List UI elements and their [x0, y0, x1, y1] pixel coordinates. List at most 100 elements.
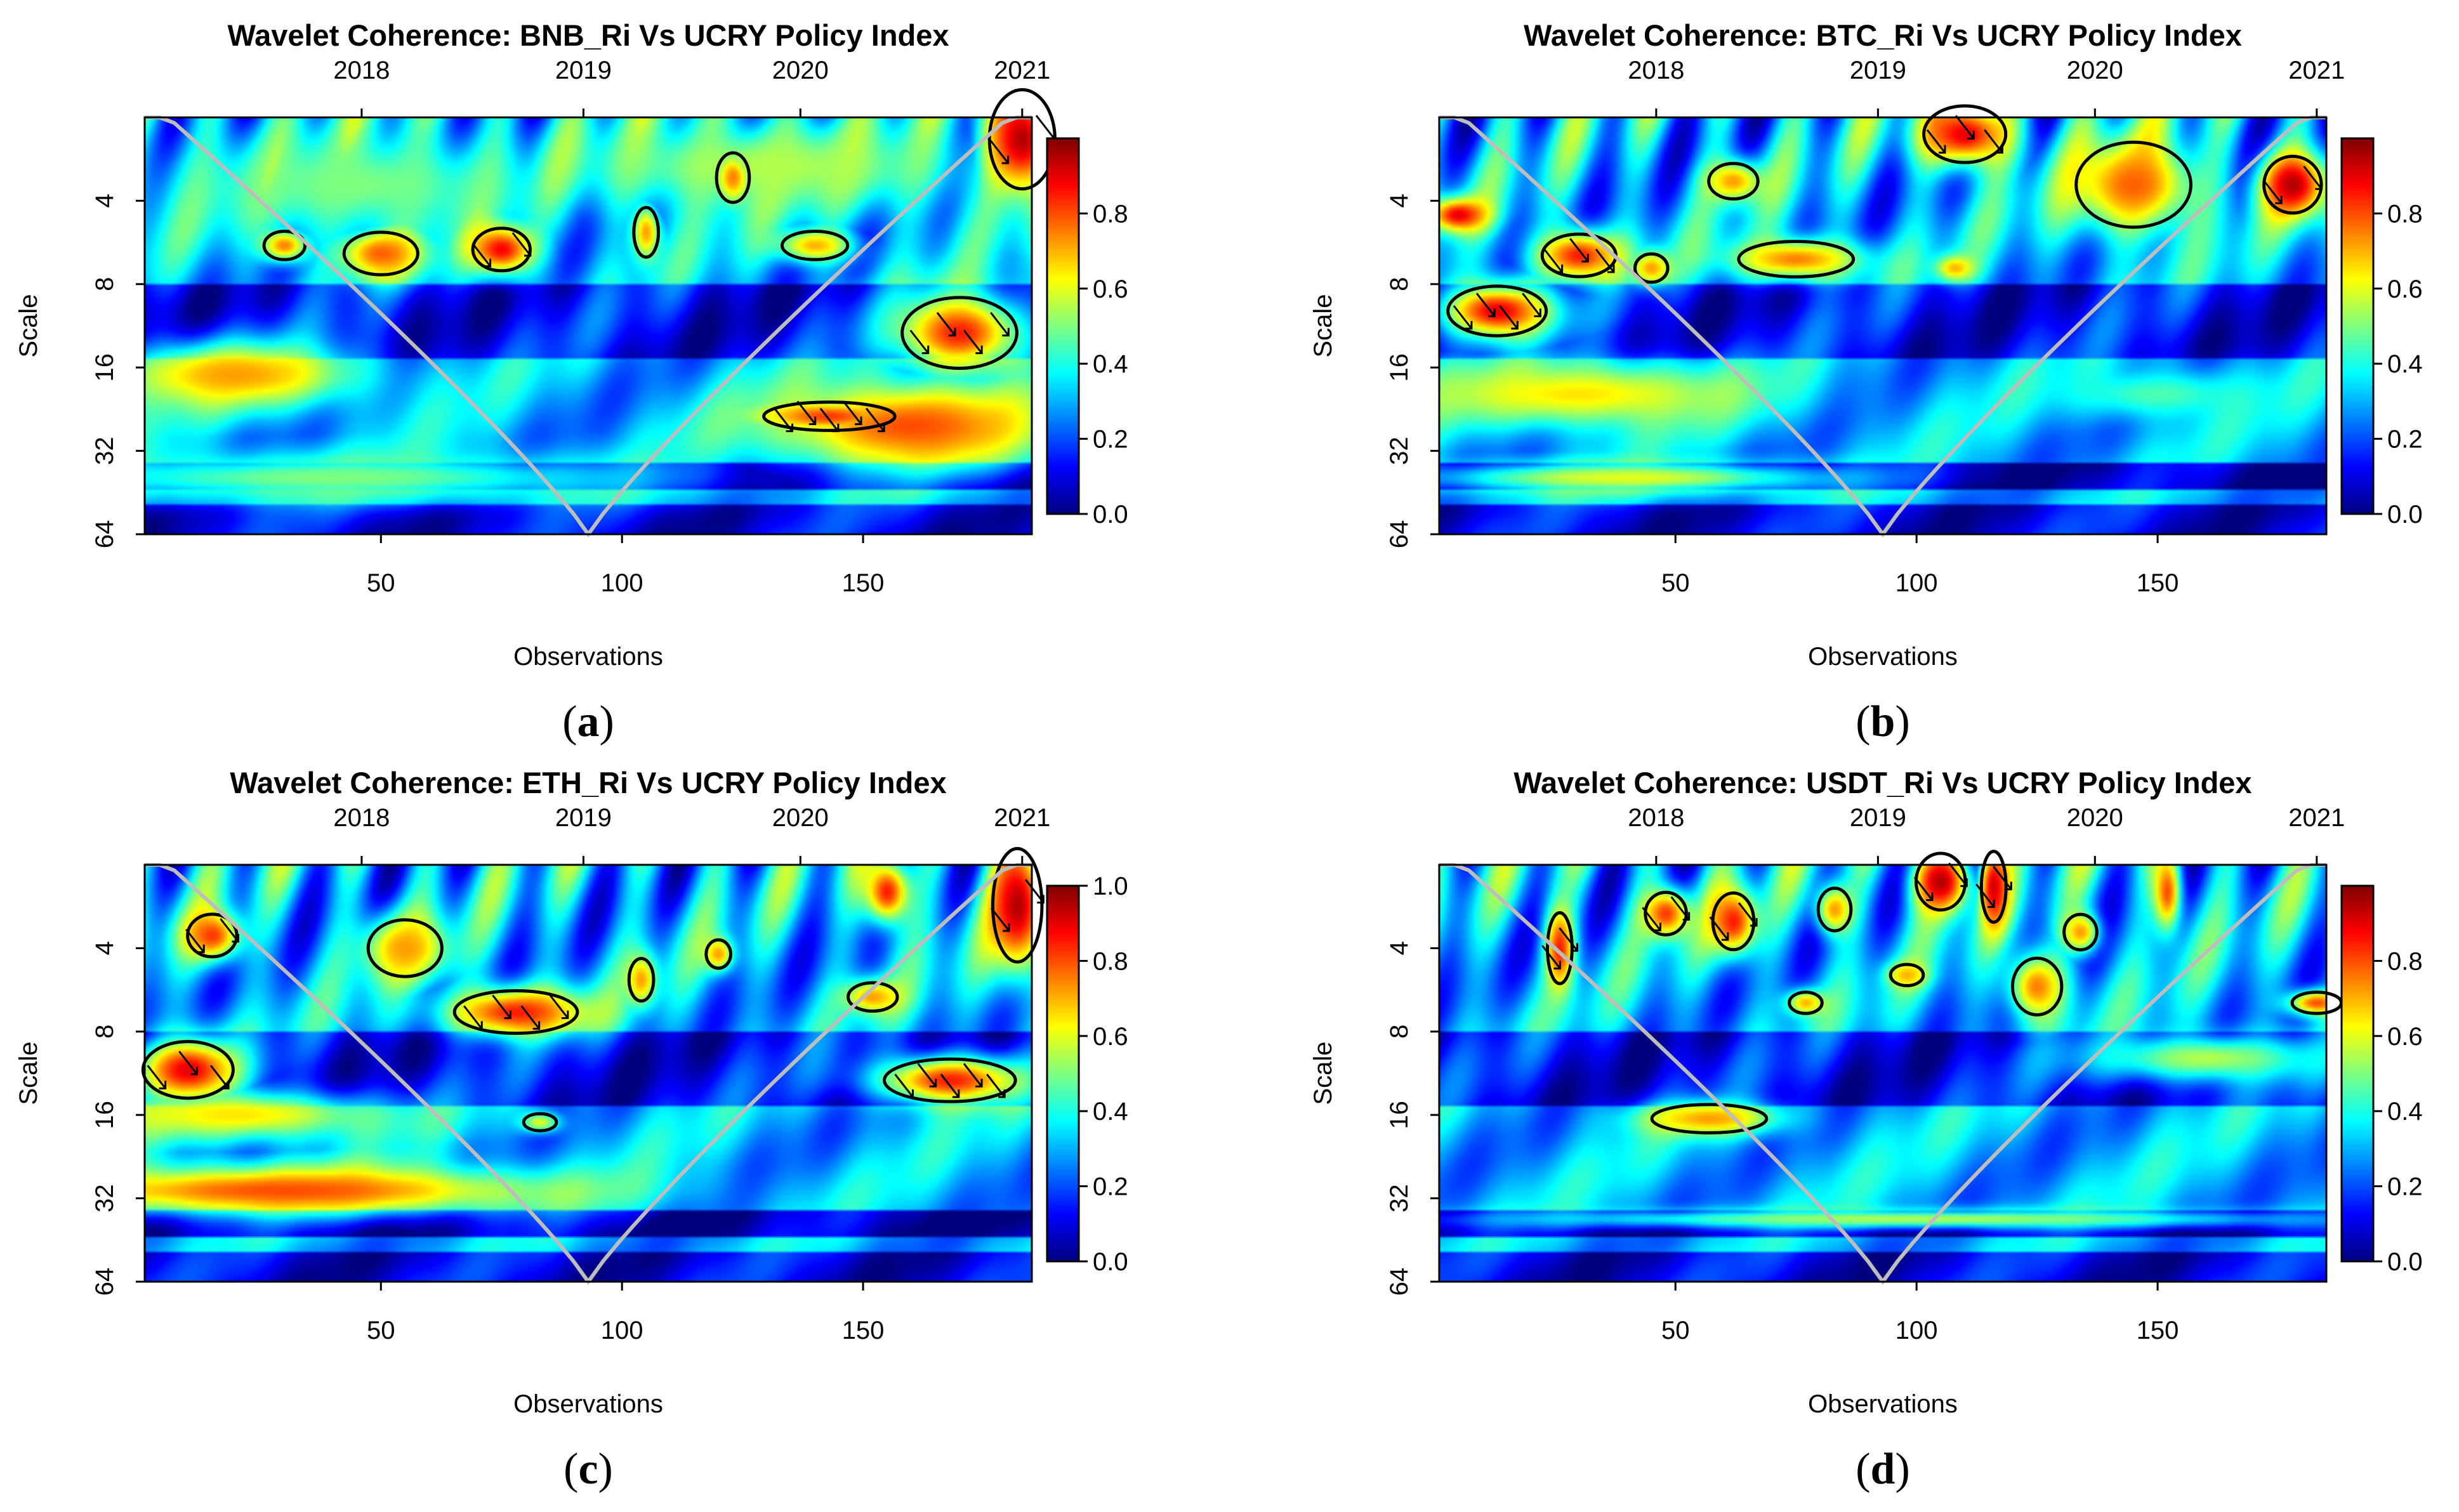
- chart-panel-a: Wavelet Coherence: BNB_Ri Vs UCRY Policy…: [15, 18, 1128, 746]
- phase-arrow-head: [1967, 131, 1975, 140]
- contour-line: [1737, 240, 1856, 279]
- phase-arrow-head: [2315, 181, 2323, 190]
- contour-line: [1546, 911, 1574, 985]
- colorbar-tick-label: 0.0: [2387, 501, 2423, 529]
- contour-line: [186, 912, 239, 959]
- x-axis-tick-label: 150: [2137, 1317, 2179, 1344]
- caption-paren-close: ): [598, 1445, 613, 1494]
- phase-arrow-head: [1581, 254, 1589, 263]
- chart-title: Wavelet Coherence: BTC_Ri Vs UCRY Policy…: [1524, 18, 2242, 52]
- phase-arrow-head: [2005, 881, 2012, 891]
- contour-line: [262, 229, 307, 261]
- phase-arrow: [492, 994, 511, 1019]
- contour-line: [1914, 851, 1967, 912]
- phase-arrow-head: [1002, 327, 1010, 337]
- phase-arrow: [1975, 883, 1995, 908]
- phase-arrow-head: [2275, 195, 2283, 204]
- phase-arrow-head: [159, 1081, 167, 1089]
- phase-arrow: [963, 329, 983, 354]
- phase-arrow: [1543, 248, 1563, 273]
- caption-letter: a: [577, 697, 600, 746]
- colorbar-tick-label: 0.4: [1093, 350, 1128, 378]
- chart-title: Wavelet Coherence: ETH_Ri Vs UCRY Policy…: [230, 766, 946, 799]
- significance-region-5: [1913, 851, 1968, 912]
- caption-letter: c: [578, 1445, 598, 1494]
- chart-title: Wavelet Coherence: USDT_Ri Vs UCRY Polic…: [1513, 766, 2251, 799]
- y-axis-label: Scale: [15, 1041, 43, 1105]
- colorbar-tick-label: 0.0: [2387, 1248, 2423, 1276]
- phase-arrow-head: [475, 1021, 483, 1030]
- phase-arrow-head: [929, 1079, 937, 1088]
- significance-region-2: [366, 918, 444, 978]
- colorbar-tick-label: 0.8: [2387, 947, 2423, 975]
- x-axis-tick-label: 150: [842, 1317, 885, 1344]
- phase-arrow-head: [504, 1010, 511, 1020]
- x-axis-label: Observations: [1808, 643, 1958, 671]
- phase-arrow: [1569, 238, 1589, 263]
- caption-paren-open: (: [564, 1445, 578, 1494]
- phase-arrow: [471, 242, 491, 267]
- chart-panel-d: Wavelet Coherence: USDT_Ri Vs UCRY Polic…: [1309, 766, 2423, 1494]
- x-axis-tick-label: 100: [1895, 569, 1938, 597]
- x-axis-label: Observations: [513, 1390, 663, 1418]
- phase-arrow-head: [975, 345, 983, 355]
- phase-arrow: [220, 918, 239, 942]
- phase-arrow: [2262, 180, 2283, 204]
- phase-arrow-head: [1553, 961, 1561, 970]
- phase-arrow: [1559, 927, 1578, 952]
- contour-line: [847, 981, 899, 1013]
- significance-region-6: [2074, 140, 2193, 229]
- y-axis-tick-label: 64: [1385, 1268, 1413, 1296]
- caption-paren-open: (: [1856, 697, 1870, 746]
- y-axis-tick-label: 4: [91, 194, 119, 207]
- phase-arrow: [819, 407, 840, 432]
- caption-paren-close: ): [1895, 697, 1909, 746]
- contour-line: [1633, 252, 1670, 284]
- colorbar-tick-label: 0.8: [1093, 200, 1128, 228]
- y-axis-tick-label: 4: [91, 941, 119, 955]
- phase-arrow: [1453, 305, 1473, 329]
- phase-arrow: [1984, 129, 2003, 154]
- phase-arrow: [940, 1074, 960, 1098]
- y-axis-label: Scale: [1309, 1041, 1337, 1105]
- significance-region-8: [883, 1057, 1017, 1103]
- phase-arrow-head: [1555, 264, 1564, 273]
- phase-arrow: [1541, 945, 1561, 970]
- phase-arrow: [1475, 293, 1496, 317]
- significance-region-1: [185, 912, 239, 959]
- contour-line: [522, 1112, 558, 1133]
- phase-arrow-head: [948, 327, 956, 337]
- top-axis-label: 2020: [772, 56, 829, 84]
- top-axis-label: 2019: [555, 56, 612, 84]
- contour-line: [141, 1039, 235, 1100]
- phase-arrow: [796, 400, 816, 425]
- colorbar-tick-label: 0.8: [2387, 200, 2423, 228]
- colorbar-tick-label: 0.4: [2387, 350, 2423, 378]
- phase-arrow: [842, 400, 862, 425]
- significance-region-5: [704, 938, 733, 970]
- top-axis-label: 2019: [1850, 804, 1906, 832]
- plot-frame: [143, 864, 1033, 1283]
- phase-arrow-head: [1988, 899, 1995, 909]
- phase-arrow-head: [1607, 264, 1615, 273]
- significance-region-1: [1642, 890, 1691, 937]
- heatmap-field: [145, 865, 1032, 1282]
- contour-line: [2062, 912, 2099, 952]
- top-axis-label: 2021: [994, 804, 1050, 832]
- phase-arrow: [963, 1063, 983, 1088]
- phase-arrow: [1709, 916, 1729, 941]
- significance-region-3: [452, 989, 579, 1035]
- colorbar-tick-label: 1.0: [1093, 872, 1128, 900]
- chart-title: Wavelet Coherence: BNB_Ri Vs UCRY Policy…: [227, 18, 949, 52]
- significance-region-3: [1788, 990, 1824, 1015]
- colorbar-tick-label: 0.0: [1093, 1248, 1128, 1276]
- significance-region-3: [1737, 240, 1856, 279]
- colorbar-tick-label: 0.6: [2387, 275, 2423, 303]
- colorbar: [2340, 137, 2375, 515]
- phase-arrow: [2303, 165, 2323, 190]
- phase-arrow: [989, 140, 1009, 164]
- phase-arrow: [1670, 896, 1690, 921]
- significance-region-5: [1922, 104, 2008, 164]
- plot-frame: [1438, 864, 2328, 1283]
- phase-arrow-head: [906, 1089, 914, 1098]
